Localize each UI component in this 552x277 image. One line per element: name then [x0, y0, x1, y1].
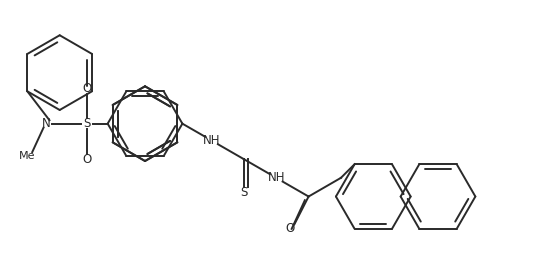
Text: NH: NH: [268, 171, 285, 184]
Text: O: O: [82, 153, 92, 166]
Text: O: O: [285, 222, 295, 235]
Text: S: S: [83, 117, 91, 130]
Text: NH: NH: [203, 134, 220, 147]
Text: S: S: [240, 186, 247, 199]
Text: Me: Me: [19, 151, 35, 161]
Text: O: O: [82, 82, 92, 95]
Text: N: N: [41, 117, 50, 130]
